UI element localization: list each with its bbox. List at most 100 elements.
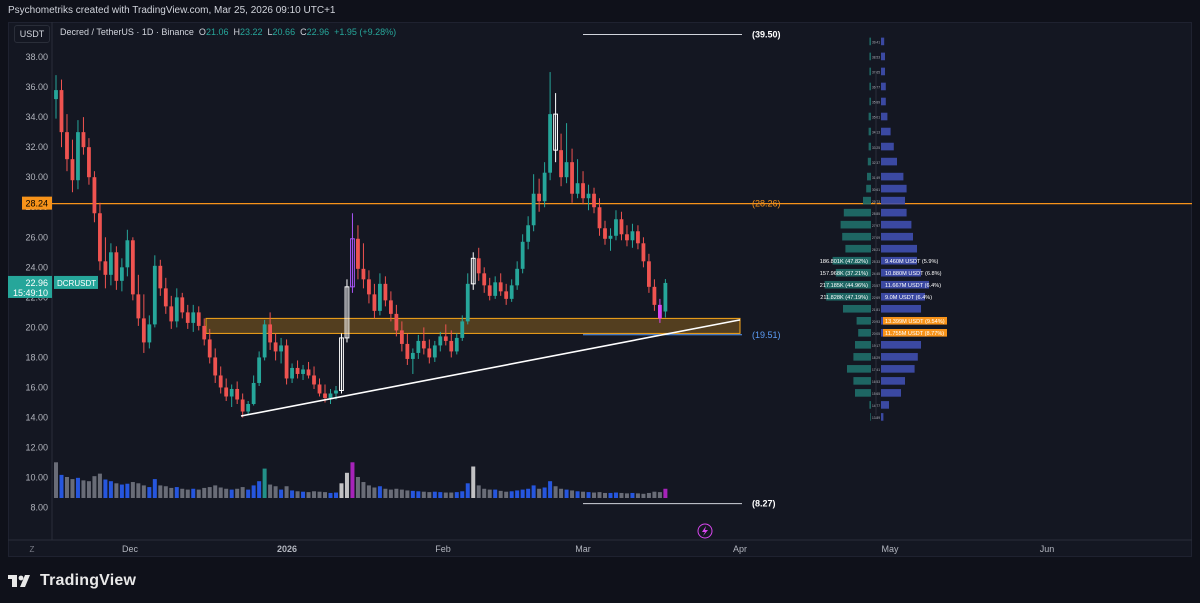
volume-bar bbox=[581, 491, 586, 498]
volume-bar bbox=[229, 489, 234, 498]
candle-body bbox=[493, 282, 498, 296]
attribution-bar: Psychometriks created with TradingView.c… bbox=[0, 0, 1200, 22]
y-tick-label: 8.00 bbox=[30, 503, 48, 513]
candle-body bbox=[526, 225, 531, 242]
volume-profile-down-bar bbox=[881, 184, 907, 193]
candle-body bbox=[301, 369, 305, 374]
volume-bar bbox=[613, 492, 618, 498]
price-countdown: 15:49:10 bbox=[13, 288, 48, 298]
volume-profile-down-bar bbox=[881, 142, 894, 151]
current-price-tag bbox=[8, 275, 52, 298]
volume-profile-up-bar bbox=[867, 157, 871, 166]
volume-bar bbox=[399, 489, 404, 498]
volume-profile-up-bar bbox=[847, 365, 871, 373]
volume-bar bbox=[372, 487, 377, 498]
volume-bar bbox=[328, 492, 333, 498]
candle-body bbox=[658, 304, 662, 319]
x-tick-label: Mar bbox=[575, 544, 591, 554]
candle-body bbox=[504, 291, 509, 299]
candle-body bbox=[476, 258, 481, 274]
candle-body bbox=[548, 114, 552, 173]
volume-profile-up-bar bbox=[835, 268, 871, 277]
candle-body bbox=[323, 393, 327, 398]
volume-bar bbox=[246, 489, 251, 498]
volume-profile-up-bar bbox=[869, 37, 871, 46]
volume-profile-down-bar bbox=[881, 112, 888, 121]
candle-body bbox=[290, 367, 294, 379]
volume-bar bbox=[97, 473, 102, 498]
volume-bar bbox=[312, 491, 317, 498]
candle-body bbox=[279, 345, 283, 352]
volume-bar bbox=[509, 491, 514, 498]
y-tick-label: 32.00 bbox=[25, 142, 48, 152]
volume-profile-down-bar bbox=[881, 196, 905, 205]
y-tick-label: 18.00 bbox=[25, 352, 48, 362]
candle-body bbox=[224, 387, 229, 397]
candle-body bbox=[109, 252, 113, 275]
volume-profile-down-bar bbox=[881, 232, 913, 241]
candle-body bbox=[202, 325, 207, 340]
volume-bar bbox=[119, 484, 124, 498]
current-price-value: 22.96 bbox=[25, 278, 48, 288]
volume-profile-down-bar bbox=[881, 365, 915, 373]
volume-profile-down-bar bbox=[881, 37, 885, 46]
volume-bar bbox=[213, 485, 218, 498]
high-value: 23.22 bbox=[239, 27, 263, 37]
currency-unit-button[interactable]: USDT bbox=[14, 25, 50, 43]
volume-bar bbox=[427, 492, 432, 498]
volume-bar bbox=[586, 492, 591, 498]
timezone-button[interactable]: Z bbox=[29, 545, 35, 554]
candle-body bbox=[542, 172, 547, 202]
volume-bar bbox=[603, 492, 607, 498]
level-price-tag bbox=[22, 196, 52, 210]
volume-bar bbox=[240, 487, 245, 498]
chart-frame bbox=[8, 22, 1192, 557]
volume-bar bbox=[224, 488, 229, 498]
candle-body bbox=[147, 324, 152, 343]
candle-body bbox=[614, 219, 618, 236]
symbol-tag-label: DCRUSDT bbox=[57, 279, 96, 288]
candle-body bbox=[432, 345, 437, 358]
candle-body bbox=[152, 265, 157, 325]
volume-profile-up-bar bbox=[868, 142, 871, 151]
close-value: 22.96 bbox=[306, 27, 330, 37]
candle-body bbox=[487, 285, 492, 296]
candle-body bbox=[218, 375, 223, 388]
volume-bar bbox=[476, 485, 481, 498]
volume-bar bbox=[498, 490, 503, 498]
candle-body bbox=[207, 339, 212, 358]
volume-profile-up-bar bbox=[843, 304, 871, 313]
volume-bar bbox=[405, 490, 410, 498]
x-tick-label: Feb bbox=[435, 544, 451, 554]
volume-bar bbox=[471, 466, 476, 498]
candle-body bbox=[619, 219, 624, 235]
volume-bar bbox=[394, 488, 399, 498]
candle-body bbox=[465, 283, 470, 322]
candle-body bbox=[443, 336, 448, 341]
volume-bar bbox=[361, 482, 366, 498]
volume-profile-up-bar bbox=[845, 244, 871, 253]
candle-body bbox=[647, 261, 651, 287]
volume-bar bbox=[388, 489, 393, 498]
y-tick-label: 30.00 bbox=[25, 172, 48, 182]
volume-profile-up-bar bbox=[858, 329, 871, 337]
candle-body bbox=[410, 352, 415, 359]
volume-bar bbox=[251, 485, 256, 498]
volume-profile-up-bar bbox=[869, 67, 871, 76]
volume-bar bbox=[202, 487, 207, 498]
volume-profile-up-bar bbox=[870, 413, 871, 421]
low-label: L bbox=[267, 27, 273, 37]
volume-bar bbox=[454, 492, 459, 498]
volume-bar bbox=[103, 479, 108, 498]
candle-body bbox=[334, 390, 338, 394]
volume-profile-up-label: 157.968K (37.21%) bbox=[820, 271, 868, 277]
volume-bar bbox=[592, 492, 597, 498]
volume-bar bbox=[520, 489, 525, 498]
volume-profile-down-label: 9.0M USDT (6.4%) bbox=[885, 295, 932, 301]
candle-body bbox=[509, 285, 514, 299]
lightning-icon[interactable] bbox=[697, 523, 713, 539]
candle-body bbox=[531, 193, 536, 226]
volume-bar bbox=[421, 491, 426, 498]
tradingview-logo: TradingView bbox=[8, 572, 136, 590]
